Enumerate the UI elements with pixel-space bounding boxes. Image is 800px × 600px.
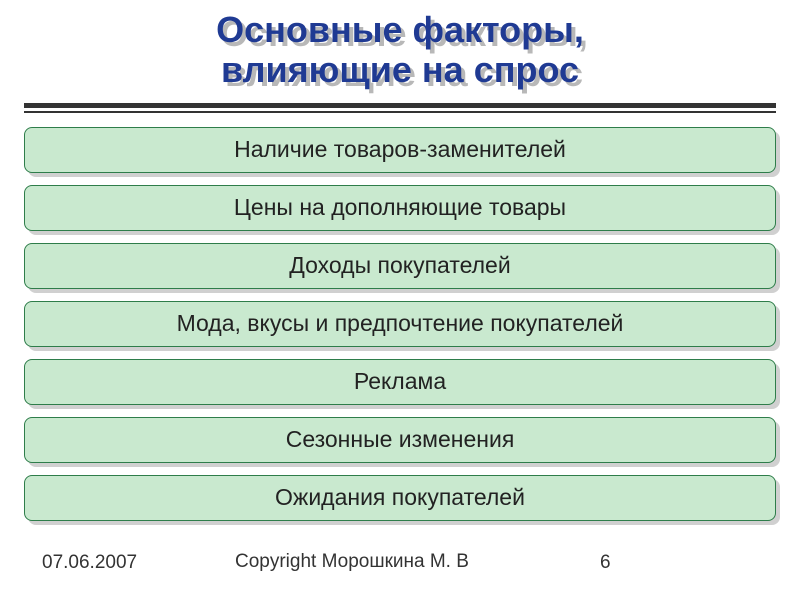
factor-box: Реклама	[24, 359, 776, 405]
factor-box: Цены на дополняющие товары	[24, 185, 776, 231]
factor-label: Реклама	[24, 359, 776, 405]
factor-label: Наличие товаров-заменителей	[24, 127, 776, 173]
factor-box: Доходы покупателей	[24, 243, 776, 289]
factor-label: Сезонные изменения	[24, 417, 776, 463]
footer-page-number: 6	[600, 552, 611, 574]
footer: 07.06.2007 Copyright Морошкина М. В 6	[0, 548, 800, 592]
slide: Основные факторы, влияющие на спрос Осно…	[0, 0, 800, 600]
footer-date: 07.06.2007	[42, 552, 137, 574]
factor-box: Мода, вкусы и предпочтение покупателей	[24, 301, 776, 347]
factor-label: Доходы покупателей	[24, 243, 776, 289]
factor-box: Ожидания покупателей	[24, 475, 776, 521]
factor-label: Ожидания покупателей	[24, 475, 776, 521]
rule-thick	[24, 103, 776, 108]
title-rule	[24, 103, 776, 113]
factor-label: Цены на дополняющие товары	[24, 185, 776, 231]
rule-thin	[24, 111, 776, 113]
factor-label: Мода, вкусы и предпочтение покупателей	[24, 301, 776, 347]
slide-title: Основные факторы, влияющие на спрос	[28, 10, 772, 91]
factors-list: Наличие товаров-заменителей Цены на допо…	[0, 127, 800, 521]
title-block: Основные факторы, влияющие на спрос Осно…	[0, 0, 800, 97]
factor-box: Сезонные изменения	[24, 417, 776, 463]
footer-copyright: Copyright Морошкина М. В	[235, 552, 535, 572]
factor-box: Наличие товаров-заменителей	[24, 127, 776, 173]
